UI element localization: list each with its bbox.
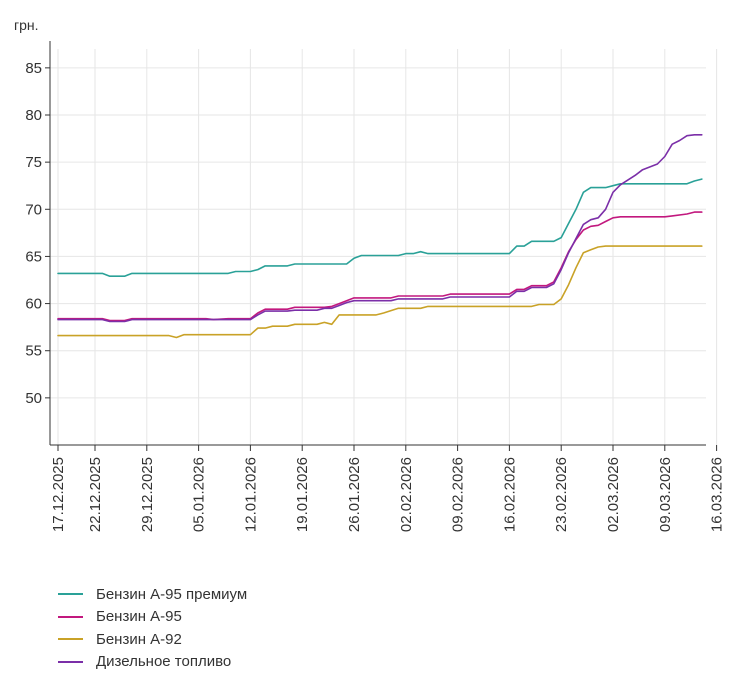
y-tick-label: 70 bbox=[25, 201, 42, 218]
x-tick-label: 16.02.2026 bbox=[501, 457, 518, 532]
x-tick-label: 12.01.2026 bbox=[242, 457, 259, 532]
y-tick-label: 85 bbox=[25, 60, 42, 77]
legend-item[interactable]: Дизельное топливо bbox=[58, 651, 247, 674]
x-tick-label: 02.03.2026 bbox=[605, 457, 622, 532]
chart-legend: Бензин А-95 премиум Бензин А-95 Бензин А-9… bbox=[58, 583, 247, 673]
y-tick-label: 80 bbox=[25, 107, 42, 124]
y-axis-unit-label: грн. bbox=[14, 17, 39, 33]
y-tick-label: 50 bbox=[25, 390, 42, 407]
series-line-1 bbox=[57, 178, 703, 278]
legend-label: Бензин А-95 премиум bbox=[96, 585, 248, 603]
x-tick-label: 22.12.2025 bbox=[87, 457, 104, 532]
x-tick-label: 09.03.2026 bbox=[657, 457, 674, 532]
x-tick-label: 29.12.2025 bbox=[139, 457, 156, 532]
legend-item[interactable]: Бензин А-92 bbox=[58, 628, 247, 651]
legend-swatch bbox=[58, 638, 83, 641]
x-tick-label: 17.12.2025 bbox=[50, 457, 67, 532]
legend-swatch bbox=[58, 615, 83, 618]
y-tick-label: 75 bbox=[25, 154, 42, 171]
legend-swatch bbox=[58, 660, 83, 663]
chart-ticks: 50 55 60 65 70 75 80 85 17.12.2025 22.12.2025 29.1… bbox=[25, 60, 725, 532]
legend-item[interactable]: Бензин А-95 премиум bbox=[58, 583, 247, 606]
chart-axes bbox=[45, 41, 718, 451]
legend-swatch bbox=[58, 593, 83, 596]
x-tick-label: 19.01.2026 bbox=[294, 457, 311, 532]
chart-grid bbox=[50, 49, 718, 445]
x-tick-label: 26.01.2026 bbox=[346, 457, 363, 532]
legend-label: Дизельное топливо bbox=[96, 653, 232, 671]
x-tick-label: 02.02.2026 bbox=[398, 457, 415, 532]
series-line-3 bbox=[57, 245, 703, 339]
x-tick-label: 09.02.2026 bbox=[450, 457, 467, 532]
series-line-2 bbox=[57, 211, 703, 322]
chart-series bbox=[57, 134, 703, 339]
x-tick-label: 23.02.2026 bbox=[553, 457, 570, 532]
y-tick-label: 55 bbox=[25, 343, 42, 360]
x-tick-label: 16.03.2026 bbox=[709, 457, 726, 532]
legend-label: Бензин А-95 bbox=[96, 608, 182, 626]
y-tick-label: 60 bbox=[25, 296, 42, 313]
legend-label: Бензин А-92 bbox=[96, 630, 182, 648]
legend-item[interactable]: Бензин А-95 bbox=[58, 606, 247, 629]
x-tick-label: 05.01.2026 bbox=[191, 457, 208, 532]
y-tick-label: 65 bbox=[25, 248, 42, 265]
series-line-4 bbox=[57, 134, 703, 323]
